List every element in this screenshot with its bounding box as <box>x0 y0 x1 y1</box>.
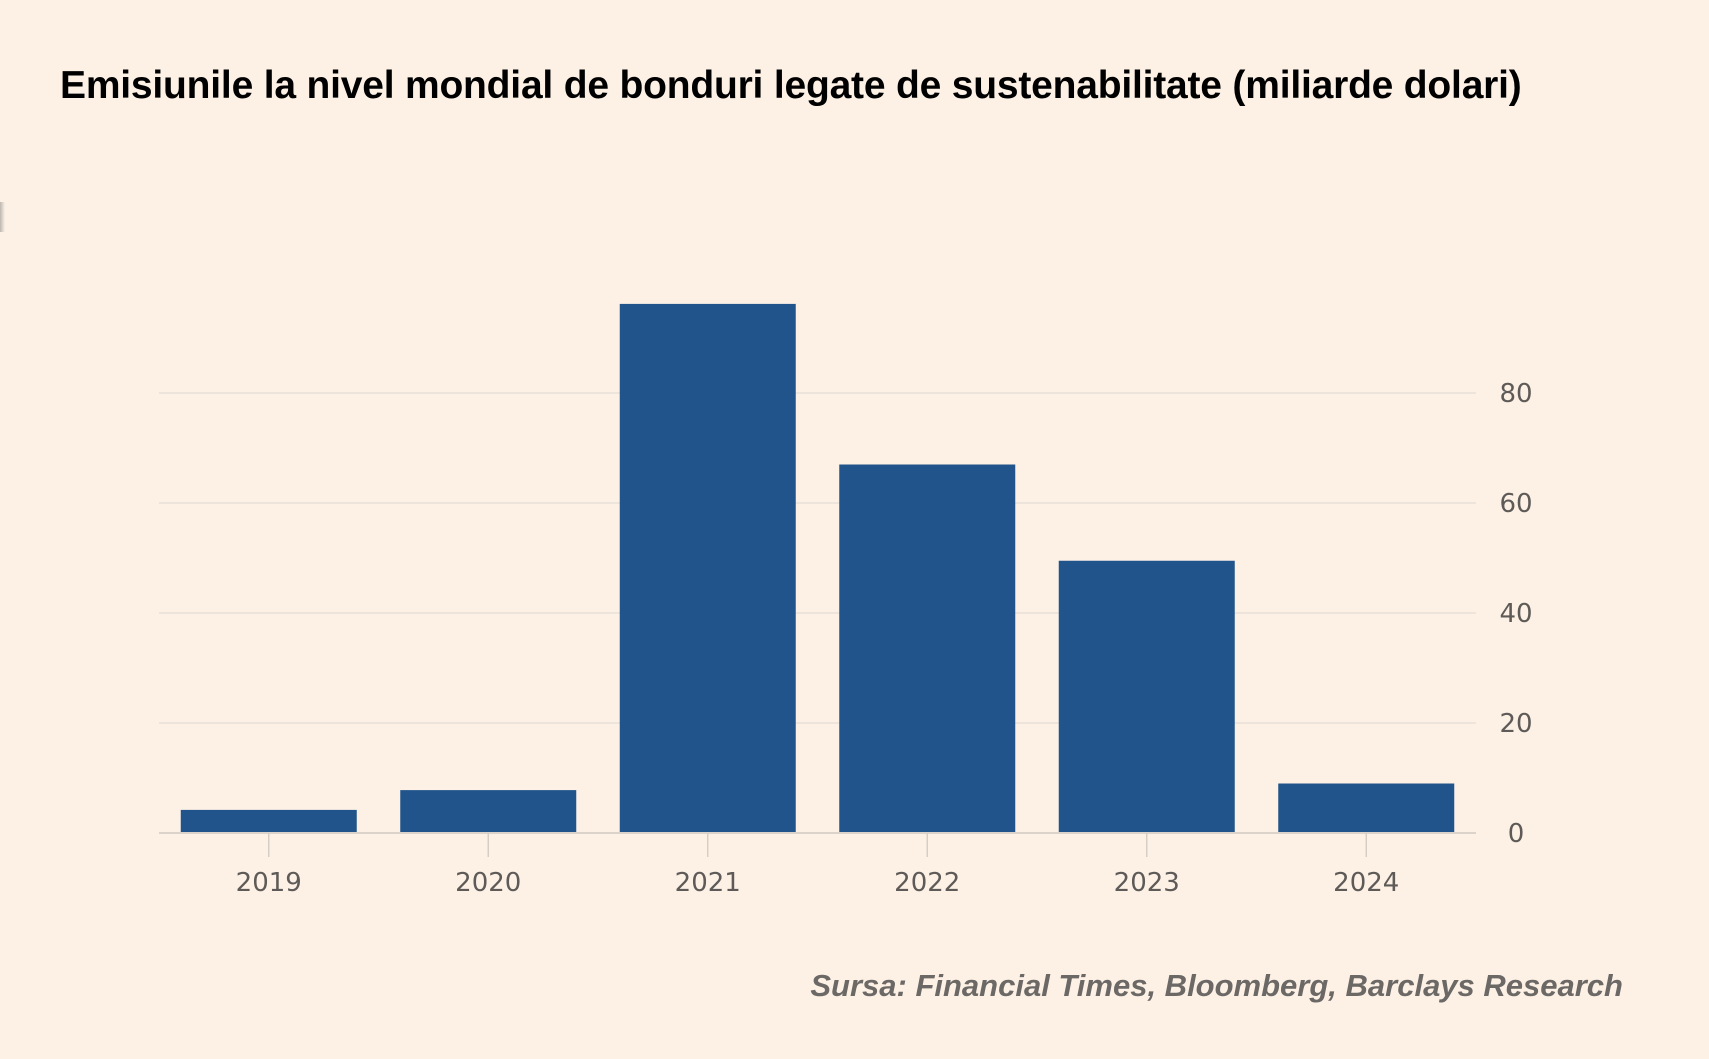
bar-2022 <box>839 464 1016 833</box>
bar-2019 <box>180 809 357 833</box>
gridlines <box>159 392 1476 724</box>
x-tick-label: 2021 <box>675 868 741 898</box>
bar-2024 <box>1278 783 1455 833</box>
bar-2021 <box>619 303 796 833</box>
bar-2023 <box>1058 560 1235 833</box>
x-tick-label: 2019 <box>236 868 302 898</box>
chart-title: Emisiunile la nivel mondial de bonduri l… <box>60 64 1522 107</box>
y-tick-label: 40 <box>1499 599 1532 629</box>
x-tick-label: 2020 <box>455 868 521 898</box>
x-tick-label: 2023 <box>1114 868 1180 898</box>
y-tick-label: 20 <box>1499 709 1532 739</box>
axes: 0 20 40 60 80 2019 2020 2021 2022 2023 2024 <box>159 379 1533 898</box>
edge-shadow <box>0 202 5 232</box>
y-tick-label: 0 <box>1508 819 1525 849</box>
bar-2020 <box>400 790 577 833</box>
y-tick-label: 80 <box>1499 379 1532 409</box>
bars <box>180 303 1455 833</box>
x-tick-label: 2022 <box>894 868 960 898</box>
source-note: Sursa: Financial Times, Bloomberg, Barcl… <box>810 968 1623 1003</box>
x-tick-label: 2024 <box>1333 868 1399 898</box>
y-tick-label: 60 <box>1499 489 1532 519</box>
